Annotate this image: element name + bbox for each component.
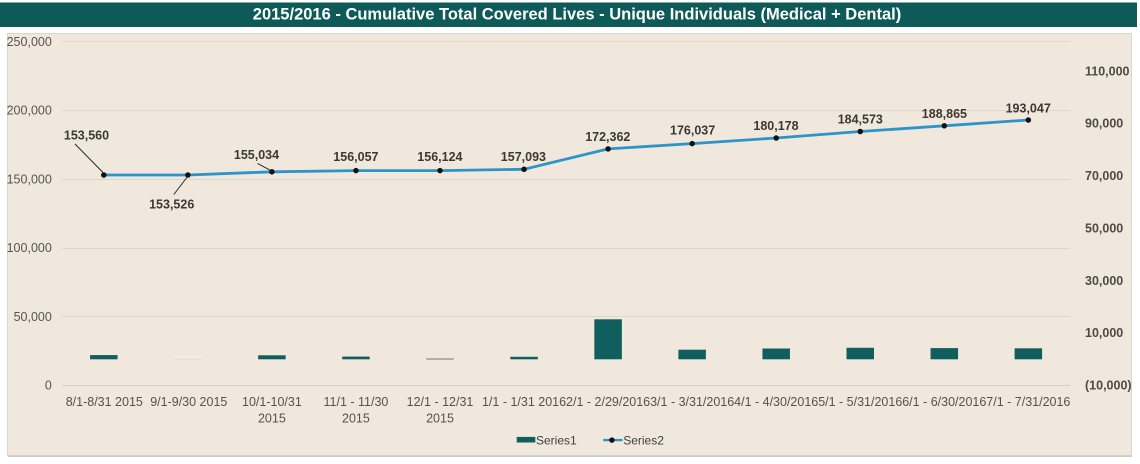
svg-text:10,000: 10,000: [1085, 326, 1123, 340]
svg-text:70,000: 70,000: [1085, 169, 1123, 183]
svg-text:188,865: 188,865: [922, 107, 967, 121]
svg-text:4/1 - 4/30/2016: 4/1 - 4/30/2016: [734, 395, 818, 409]
svg-text:200,000: 200,000: [7, 104, 52, 118]
svg-text:153,560: 153,560: [64, 129, 109, 143]
svg-text:184,573: 184,573: [838, 113, 883, 127]
svg-text:110,000: 110,000: [1085, 64, 1130, 78]
svg-text:156,124: 156,124: [417, 150, 462, 164]
svg-text:250,000: 250,000: [7, 35, 52, 49]
svg-text:180,178: 180,178: [753, 119, 798, 133]
svg-text:3/1 - 3/31/2016: 3/1 - 3/31/2016: [650, 395, 734, 409]
svg-text:10/1-10/31: 10/1-10/31: [242, 395, 302, 409]
svg-text:156,057: 156,057: [333, 150, 378, 164]
svg-text:153,526: 153,526: [149, 197, 194, 211]
svg-text:6/1 - 6/30/2016: 6/1 - 6/30/2016: [902, 395, 986, 409]
svg-text:Series1: Series1: [536, 434, 577, 448]
svg-text:5/1 - 5/31/2016: 5/1 - 5/31/2016: [818, 395, 902, 409]
svg-text:50,000: 50,000: [14, 310, 52, 324]
svg-text:150,000: 150,000: [7, 172, 52, 186]
svg-text:2015: 2015: [258, 412, 286, 426]
svg-text:9/1-9/30 2015: 9/1-9/30 2015: [150, 395, 227, 409]
svg-text:1/1 - 1/31 2016: 1/1 - 1/31 2016: [482, 395, 566, 409]
svg-text:Series2: Series2: [623, 434, 664, 448]
svg-text:2015: 2015: [426, 412, 454, 426]
svg-text:90,000: 90,000: [1085, 117, 1123, 131]
svg-text:172,362: 172,362: [585, 130, 630, 144]
svg-text:2015: 2015: [342, 412, 370, 426]
svg-text:193,047: 193,047: [1006, 102, 1051, 116]
svg-text:8/1-8/31 2015: 8/1-8/31 2015: [66, 395, 143, 409]
svg-text:30,000: 30,000: [1085, 274, 1123, 288]
svg-text:176,037: 176,037: [670, 123, 715, 137]
svg-text:100,000: 100,000: [7, 241, 52, 255]
svg-text:155,034: 155,034: [234, 148, 279, 162]
svg-text:(10,000): (10,000): [1085, 379, 1132, 393]
svg-text:7/1 - 7/31/2016: 7/1 - 7/31/2016: [986, 395, 1070, 409]
svg-text:2/1 - 2/29/2016: 2/1 - 2/29/2016: [566, 395, 650, 409]
svg-text:50,000: 50,000: [1085, 222, 1123, 236]
svg-text:11/1 - 11/30: 11/1 - 11/30: [324, 395, 389, 409]
svg-text:0: 0: [45, 379, 52, 393]
svg-text:12/1 - 12/31: 12/1 - 12/31: [407, 395, 474, 409]
svg-text:2015/2016 - Cumulative Total C: 2015/2016 - Cumulative Total Covered Liv…: [253, 5, 901, 23]
svg-text:157,093: 157,093: [501, 150, 546, 164]
